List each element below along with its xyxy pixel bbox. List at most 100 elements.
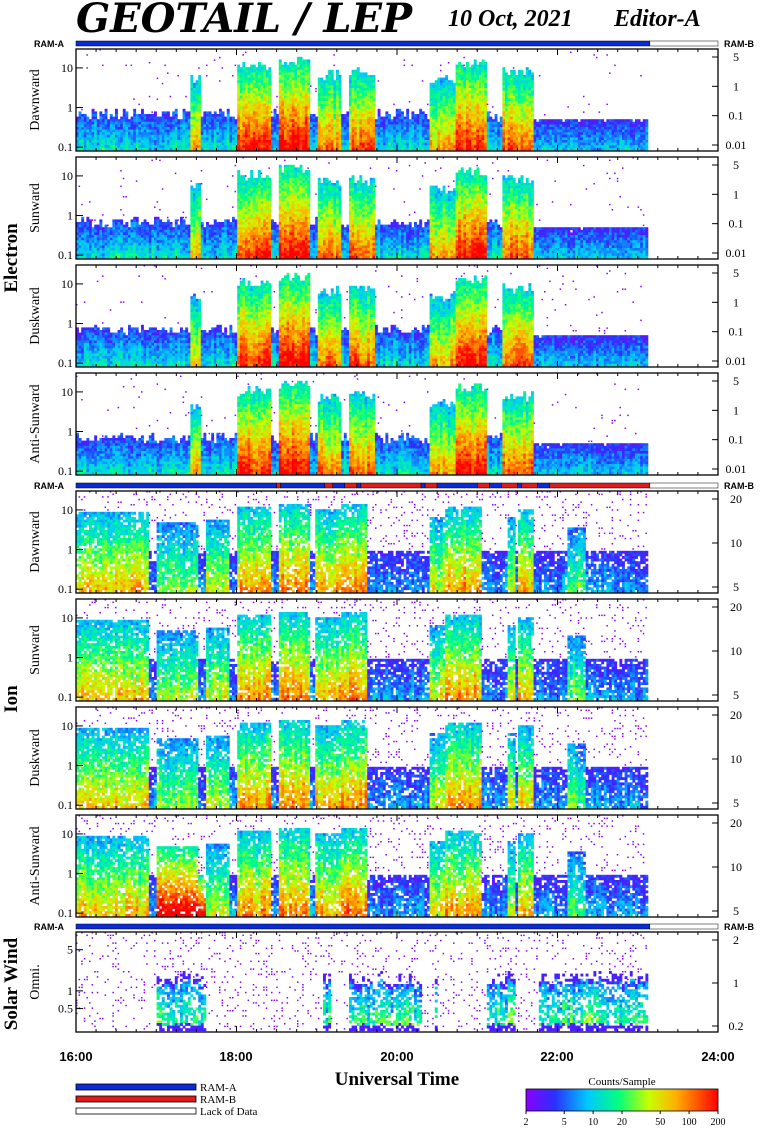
right-tick-label: 20	[730, 600, 742, 614]
geotail-lep-summary-plot: GEOTAIL / LEP 10 Oct, 2021 Editor-A RAM-…	[0, 0, 762, 1128]
panel-label: Duskward	[28, 287, 43, 345]
mode-bar-segment	[501, 483, 517, 488]
plot-editor: Editor-A	[613, 6, 701, 32]
ram-right-label: RAM-B	[724, 922, 754, 932]
group-label: Solar Wind	[1, 937, 22, 1030]
mode-legend: RAM-A RAM-B Lack of Data	[76, 1082, 258, 1118]
right-tick-label: 5	[733, 904, 739, 918]
colorbar-tick-label: 5	[562, 1117, 567, 1128]
spectrogram-panels: RAM-A RAM-BElectron1010.1510.10.01Dawnwar…	[1, 39, 754, 1033]
right-tick-label: 10	[730, 752, 742, 766]
mode-bar-segment	[357, 483, 361, 488]
right-tick-label: 0.1	[729, 217, 744, 231]
x-tick-label: 22:00	[540, 1049, 573, 1064]
legend-swatch-ram-a	[76, 1084, 196, 1090]
colorbar-tick-label: 100	[682, 1117, 697, 1128]
mode-bar-segment	[76, 483, 277, 488]
mode-bar-segment	[281, 483, 325, 488]
y-tick-label: 1	[67, 425, 73, 439]
colorbar-tick-label: 50	[655, 1117, 665, 1128]
plot-title: GEOTAIL / LEP	[76, 0, 414, 42]
colorbar-gradient	[526, 1089, 718, 1111]
panel-label: Anti-Sunward	[28, 384, 43, 463]
mode-bar-segment	[76, 924, 650, 929]
colorbar-title: Counts/Sample	[588, 1076, 655, 1088]
right-tick-label: 5	[733, 580, 739, 594]
right-tick-label: 0.01	[726, 246, 747, 260]
right-tick-label: 5	[733, 374, 739, 388]
spectrogram-panel: 10 1 0.1 20 10 5 Sunward	[28, 599, 742, 704]
mode-bar-segment	[650, 483, 718, 488]
panel-label: Sunward	[28, 625, 43, 675]
mode-bar-segment	[650, 924, 718, 929]
y-tick-label: 10	[61, 169, 73, 183]
y-tick-label: 10	[61, 385, 73, 399]
y-tick-label: 0.1	[58, 690, 73, 704]
ram-left-label: RAM-A	[34, 481, 64, 491]
right-tick-label: 5	[733, 688, 739, 702]
right-tick-label: 0.2	[729, 1019, 744, 1033]
right-tick-label: 0.01	[726, 354, 747, 368]
y-tick-label: 0.1	[58, 906, 73, 920]
right-tick-label: 0.1	[729, 325, 744, 339]
mode-bar-segment	[517, 483, 521, 488]
y-tick-label: 10	[61, 61, 73, 75]
mode-bar-segment	[361, 483, 421, 488]
mode-bar-segment	[550, 483, 650, 488]
y-tick-label: 0.1	[58, 582, 73, 596]
right-tick-label: 5	[733, 796, 739, 810]
legend-swatch-lack-of-data	[76, 1108, 196, 1114]
right-tick-label: 0.01	[726, 138, 747, 152]
right-tick-label: 20	[730, 708, 742, 722]
legend-label-ram-a: RAM-A	[200, 1082, 237, 1094]
ram-right-label: RAM-B	[724, 481, 754, 491]
panel-label: Duskward	[28, 729, 43, 787]
right-tick-label: 1	[733, 403, 739, 417]
y-tick-label: 1	[67, 543, 73, 557]
y-tick-label: 0.1	[58, 798, 73, 812]
y-tick-label: 1	[67, 209, 73, 223]
y-tick-label: 0.5	[58, 1002, 73, 1016]
colorbar-tick-label: 20	[617, 1117, 627, 1128]
y-tick-label: 0.1	[58, 464, 73, 478]
right-tick-label: 10	[730, 860, 742, 874]
mode-bar-segment	[537, 483, 549, 488]
y-tick-label: 10	[61, 611, 73, 625]
x-axis-title: Universal Time	[335, 1069, 459, 1090]
right-tick-label: 20	[730, 816, 742, 830]
legend-label-ram-b: RAM-B	[200, 1094, 236, 1106]
panel-group-ion: RAM-A RAM-BIon1010.120105Dawnward1010.120…	[1, 481, 754, 920]
right-tick-label: 5	[733, 266, 739, 280]
y-tick-label: 1	[67, 317, 73, 331]
panel-label: Omni.	[28, 964, 43, 999]
right-tick-label: 1	[733, 295, 739, 309]
colorbar-tick-label: 2	[524, 1117, 529, 1128]
y-tick-label: 1	[67, 867, 73, 881]
y-tick-label: 0.1	[58, 356, 73, 370]
plot-date: 10 Oct, 2021	[448, 6, 573, 32]
right-tick-label: 1	[733, 79, 739, 93]
group-label: Ion	[1, 685, 22, 713]
right-tick-label: 2	[733, 933, 739, 947]
right-tick-label: 5	[733, 50, 739, 64]
legend-swatch-ram-b	[76, 1096, 196, 1102]
y-tick-label: 10	[61, 719, 73, 733]
right-tick-label: 0.1	[729, 433, 744, 447]
mode-bar-segment	[333, 483, 345, 488]
colorbar: Counts/Sample 2 5 10 20 50 100 200	[524, 1076, 726, 1128]
mode-bar-segment	[425, 483, 437, 488]
panel-group-electron: RAM-A RAM-BElectron1010.1510.10.01Dawnwar…	[1, 39, 754, 478]
x-tick-label: 18:00	[219, 1049, 252, 1064]
mode-bar-segment	[521, 483, 537, 488]
right-tick-label: 10	[730, 644, 742, 658]
y-tick-label: 10	[61, 277, 73, 291]
x-tick-label: 20:00	[380, 1049, 413, 1064]
right-tick-label: 20	[730, 492, 742, 506]
y-tick-label: 1	[67, 651, 73, 665]
